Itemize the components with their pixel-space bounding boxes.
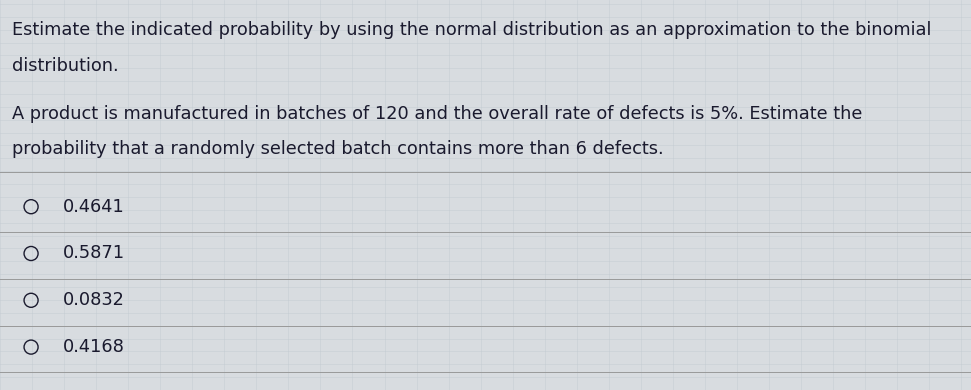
Text: 0.0832: 0.0832 xyxy=(63,291,125,309)
Text: 0.4168: 0.4168 xyxy=(63,338,125,356)
Text: A product is manufactured in batches of 120 and the overall rate of defects is 5: A product is manufactured in batches of … xyxy=(12,105,862,123)
Text: 0.4641: 0.4641 xyxy=(63,198,125,216)
Text: distribution.: distribution. xyxy=(12,57,118,74)
Text: Estimate the indicated probability by using the normal distribution as an approx: Estimate the indicated probability by us… xyxy=(12,21,931,39)
Text: 0.5871: 0.5871 xyxy=(63,245,125,262)
Text: probability that a randomly selected batch contains more than 6 defects.: probability that a randomly selected bat… xyxy=(12,140,663,158)
